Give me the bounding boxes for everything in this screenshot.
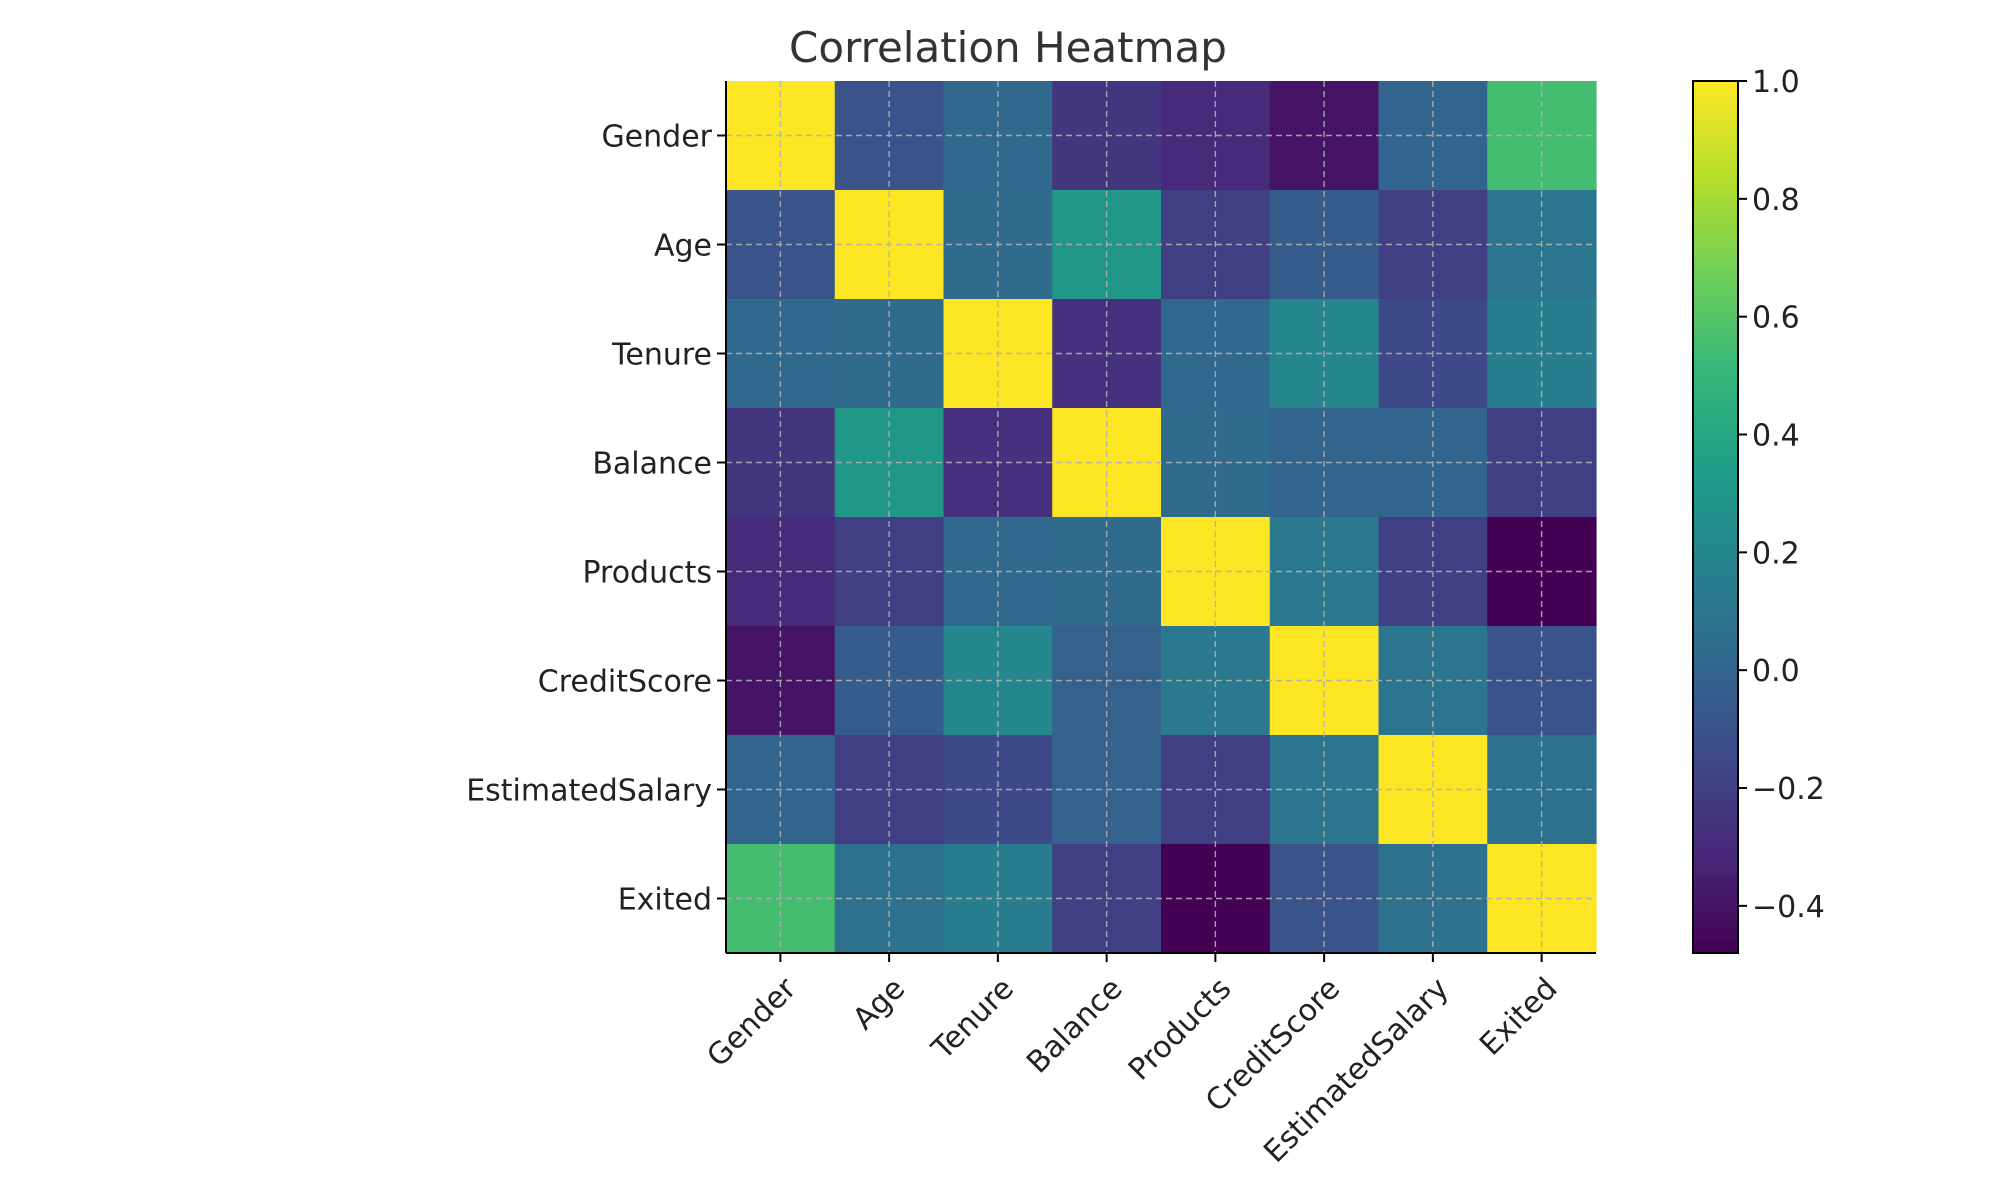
y-tick-label: Gender — [601, 120, 712, 155]
x-tick-label: Exited — [1473, 971, 1564, 1062]
colorbar: 1.0 0.8 0.6 0.4 0.2 0.0 −0.2 −0.4 — [1692, 65, 1825, 954]
x-tick-label: Products — [1122, 971, 1238, 1087]
y-axis-tick-labels: Gender Age Tenure Balance Products CreditScor… — [466, 120, 726, 918]
y-tick-label: Products — [582, 556, 712, 591]
x-axis-tick-labels: Gender Age Tenure BalanceProductsCreditScor… — [700, 953, 1565, 1170]
x-tick-label: EstimatedSalary — [1257, 971, 1456, 1170]
y-tick-label: EstimatedSalary — [466, 774, 712, 809]
y-tick-label: Balance — [592, 447, 712, 482]
colorbar-tick-label: 1.0 — [1752, 65, 1800, 100]
heatmap-axes — [725, 81, 1596, 954]
colorbar-bar — [1692, 80, 1739, 954]
x-tick-label: Tenure — [925, 971, 1021, 1067]
y-tick-label: Tenure — [611, 338, 712, 373]
chart-title: Correlation Heatmap — [789, 23, 1227, 72]
x-tick-label: Balance — [1020, 971, 1129, 1080]
x-tick-label: Age — [846, 971, 912, 1037]
colorbar-tick-label: 0.0 — [1752, 654, 1800, 689]
y-tick-label: Age — [654, 229, 712, 264]
colorbar-tick-label: −0.4 — [1752, 890, 1825, 925]
heatmap-grid — [726, 81, 1596, 953]
heatmap-cells — [726, 81, 1597, 954]
colorbar-tick-label: 0.8 — [1752, 183, 1800, 218]
y-tick-label: CreditScore — [538, 665, 712, 700]
y-tick-label: Exited — [618, 883, 712, 918]
colorbar-tick-label: −0.2 — [1752, 772, 1825, 807]
colorbar-tick-label: 0.2 — [1752, 536, 1800, 571]
colorbar-tick-label: 0.4 — [1752, 419, 1800, 454]
colorbar-tick-label: 0.6 — [1752, 301, 1800, 336]
x-tick-label: Gender — [700, 971, 803, 1074]
